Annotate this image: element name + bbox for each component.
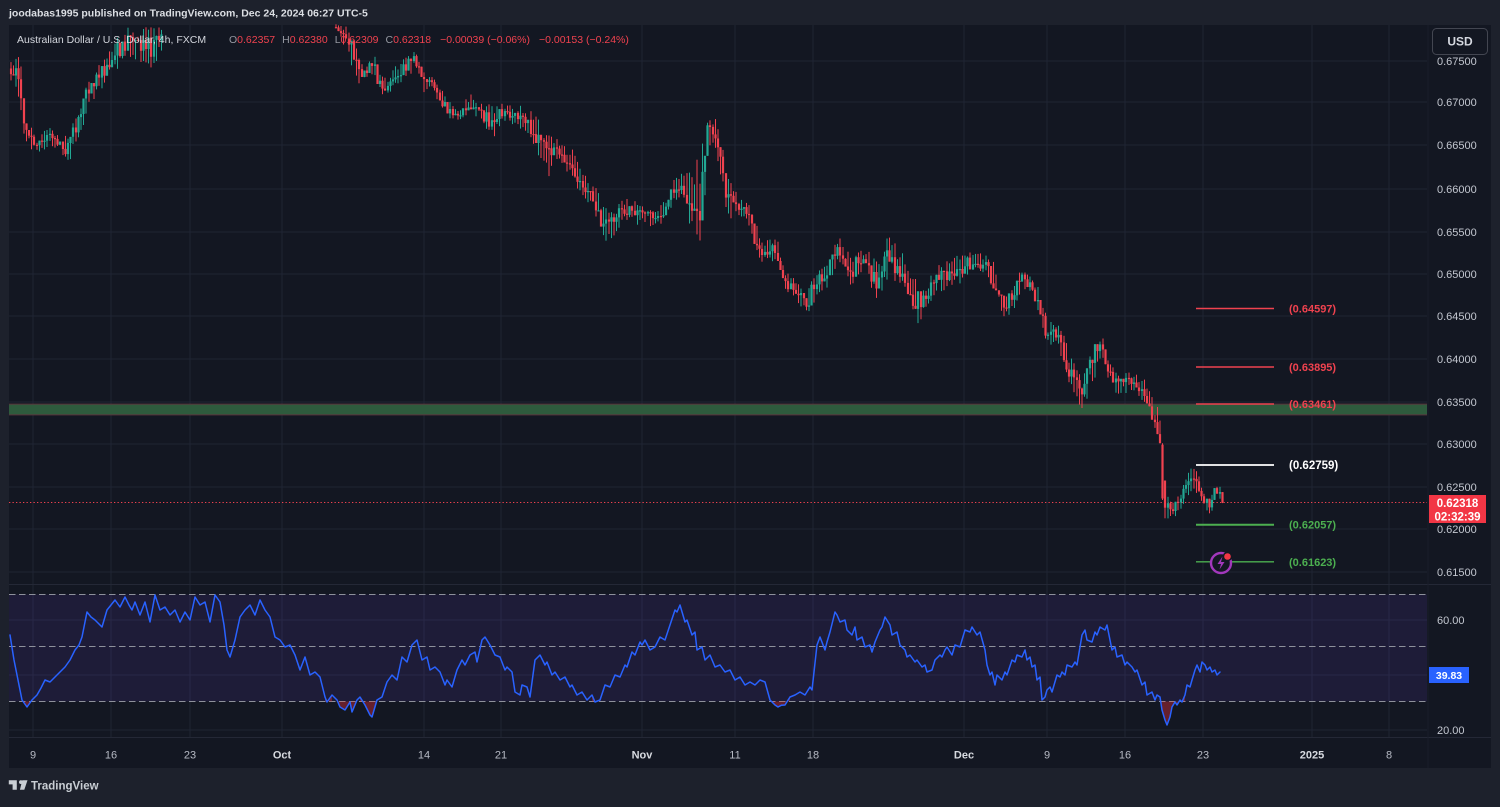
svg-text:(0.63461): (0.63461) [1289, 399, 1336, 411]
svg-text:0.64500: 0.64500 [1437, 311, 1477, 323]
svg-text:0.62318: 0.62318 [1437, 498, 1479, 510]
svg-text:TradingView: TradingView [31, 781, 99, 793]
svg-text:(0.61623): (0.61623) [1289, 557, 1336, 569]
svg-text:0.65000: 0.65000 [1437, 269, 1477, 281]
svg-text:2025: 2025 [1300, 750, 1324, 762]
svg-text:0.63500: 0.63500 [1437, 397, 1477, 409]
svg-text:9: 9 [1044, 750, 1050, 762]
svg-text:16: 16 [1119, 750, 1131, 762]
svg-text:0.66000: 0.66000 [1437, 184, 1477, 196]
svg-text:0.62500: 0.62500 [1437, 482, 1477, 494]
svg-text:(0.62057): (0.62057) [1289, 520, 1336, 532]
svg-text:0.67500: 0.67500 [1437, 56, 1477, 68]
svg-text:16: 16 [105, 750, 117, 762]
svg-text:(0.63895): (0.63895) [1289, 362, 1336, 374]
svg-text:11: 11 [729, 750, 740, 762]
svg-text:Nov: Nov [632, 750, 654, 762]
svg-text:0.67000: 0.67000 [1437, 97, 1477, 109]
svg-text:23: 23 [1197, 750, 1209, 762]
svg-text:Oct: Oct [273, 750, 292, 762]
svg-text:21: 21 [495, 750, 507, 762]
svg-text:USD: USD [1447, 35, 1473, 49]
svg-text:8: 8 [1386, 750, 1392, 762]
svg-text:14: 14 [418, 750, 430, 762]
svg-text:Dec: Dec [954, 750, 974, 762]
svg-text:18: 18 [807, 750, 819, 762]
svg-text:(0.62759): (0.62759) [1289, 460, 1338, 472]
svg-text:0.61500: 0.61500 [1437, 567, 1477, 579]
svg-text:0.62000: 0.62000 [1437, 524, 1477, 536]
svg-text:0.66500: 0.66500 [1437, 140, 1477, 152]
svg-text:23: 23 [184, 750, 196, 762]
svg-text:60.00: 60.00 [1437, 615, 1465, 627]
svg-text:Australian Dollar / U.S. Dolla: Australian Dollar / U.S. Dollar, 4h, FXC… [17, 34, 206, 46]
svg-text:9: 9 [30, 750, 36, 762]
svg-text:0.65500: 0.65500 [1437, 227, 1477, 239]
svg-text:joodabas1995 published on Trad: joodabas1995 published on TradingView.co… [8, 8, 368, 20]
svg-text:0.63000: 0.63000 [1437, 439, 1477, 451]
svg-text:39.83: 39.83 [1436, 670, 1462, 682]
svg-text:20.00: 20.00 [1437, 725, 1465, 737]
svg-text:(0.64597): (0.64597) [1289, 304, 1336, 316]
svg-text:02:32:39: 02:32:39 [1434, 512, 1480, 524]
svg-text:0.64000: 0.64000 [1437, 354, 1477, 366]
